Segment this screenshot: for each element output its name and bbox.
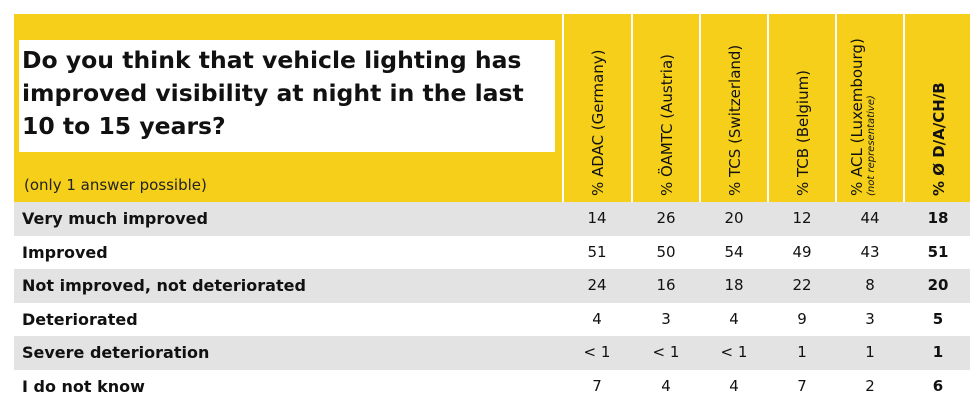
column-header-label: % Ø D/A/CH/B — [930, 82, 948, 196]
table-row: Deteriorated 4 3 4 9 3 5 — [14, 303, 970, 337]
table-cell: 14 — [587, 209, 607, 227]
column-header: % ADAC (Germany) — [589, 50, 615, 196]
table-cell: 4 — [592, 309, 602, 328]
table-cell: 51 — [587, 242, 607, 261]
table-cell: 1 — [932, 343, 944, 361]
table-row: Improved 51 50 54 49 43 51 — [14, 236, 970, 270]
row-label: I do not know — [22, 376, 145, 396]
column-divider — [699, 14, 701, 202]
table-cell: 4 — [729, 309, 739, 328]
table-cell: 12 — [792, 209, 812, 227]
row-label: Improved — [22, 242, 108, 262]
table-row: I do not know 7 4 4 7 2 6 — [14, 370, 970, 404]
column-divider — [903, 14, 905, 202]
column-header-label: % ADAC (Germany) — [589, 49, 607, 196]
table-row: Severe deterioration < 1 < 1 < 1 1 1 1 — [14, 336, 970, 370]
column-header: % ÖAMTC (Austria) — [658, 54, 684, 196]
column-header-label: % ÖAMTC (Austria) — [658, 54, 676, 196]
table-cell: 26 — [656, 209, 676, 227]
question-box — [19, 40, 555, 152]
table-cell: 3 — [661, 309, 671, 328]
column-header: % TCB (Belgium) — [794, 70, 820, 196]
table-cell: 1 — [865, 343, 875, 361]
table-cell: 51 — [927, 242, 949, 261]
row-label: Severe deterioration — [22, 343, 210, 362]
column-header: % TCS (Switzerland) — [726, 45, 752, 196]
table-cell: 4 — [729, 376, 739, 395]
table-cell: < 1 — [652, 343, 680, 361]
table-cell: 16 — [656, 276, 676, 294]
table-row: Not improved, not deteriorated 24 16 18 22 8 2… — [14, 269, 970, 303]
table-cell: 43 — [860, 242, 880, 261]
table-cell: 7 — [797, 376, 807, 395]
table-cell: 5 — [932, 309, 944, 328]
table-cell: 18 — [927, 209, 949, 227]
column-header-label: % ACL (Luxembourg) — [848, 38, 866, 196]
column-header-note: (not representative) — [866, 95, 877, 196]
table-cell: 6 — [932, 376, 944, 395]
table-cell: < 1 — [583, 343, 611, 361]
table-cell: 54 — [724, 242, 744, 261]
row-label: Deteriorated — [22, 309, 138, 329]
table-cell: 22 — [792, 276, 812, 294]
row-label: Not improved, not deteriorated — [22, 276, 306, 295]
table-cell: 2 — [865, 376, 875, 395]
table-cell: 20 — [927, 276, 949, 294]
table-cell: 18 — [724, 276, 744, 294]
table-cell: 9 — [797, 309, 807, 328]
answer-note: (only 1 answer possible) — [24, 176, 207, 194]
table-cell: 49 — [792, 242, 812, 261]
column-header: % ACL (Luxembourg) (not representative) — [848, 38, 877, 196]
table-cell: 20 — [724, 209, 744, 227]
question-title: Do you think that vehicle lighting has i… — [22, 46, 524, 140]
table-cell: 1 — [797, 343, 807, 361]
column-header-label: % TCS (Switzerland) — [726, 44, 744, 196]
column-divider — [767, 14, 769, 202]
column-divider — [562, 14, 564, 202]
table-cell: 8 — [865, 276, 875, 294]
table-cell: 24 — [587, 276, 607, 294]
table-cell: 3 — [865, 309, 875, 328]
row-label: Very much improved — [22, 209, 208, 228]
table-cell: 7 — [592, 376, 602, 395]
column-header: % Ø D/A/CH/B — [930, 82, 956, 196]
column-header-label: % TCB (Belgium) — [794, 69, 812, 196]
column-divider — [835, 14, 837, 202]
table-row: Very much improved 14 26 20 12 44 18 — [14, 202, 970, 236]
table-cell: 50 — [656, 242, 676, 261]
table-cell: 4 — [661, 376, 671, 395]
table-cell: < 1 — [720, 343, 748, 361]
column-divider — [631, 14, 633, 202]
table-cell: 44 — [860, 209, 880, 227]
